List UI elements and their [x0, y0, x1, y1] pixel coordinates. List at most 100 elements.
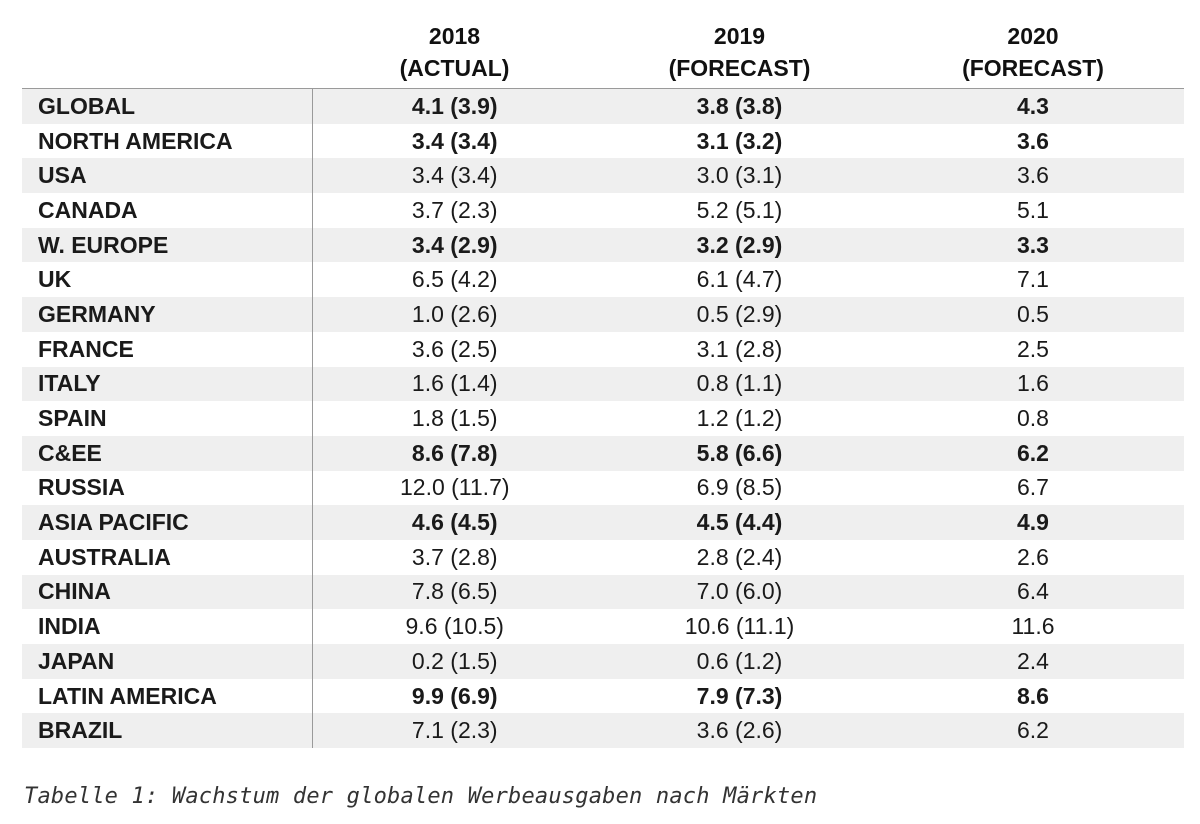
value-2020-cell: 3.6: [882, 158, 1184, 194]
ad-spend-growth-table: 2018 (ACTUAL) 2019 (FORECAST) 2020 (FORE…: [22, 18, 1184, 749]
region-cell: LATIN AMERICA: [22, 678, 313, 714]
value-2019-cell: 0.5 (2.9): [597, 297, 882, 332]
value-2019-cell: 3.1 (3.2): [597, 123, 882, 159]
value-2018-cell: 7.8 (6.5): [312, 574, 597, 610]
region-cell: CANADA: [22, 193, 313, 228]
table-row: W. EUROPE 3.4 (2.9) 3.2 (2.9) 3.3: [22, 227, 1184, 263]
value-2018-cell: 4.6 (4.5): [312, 505, 597, 540]
value-2020-cell: 11.6: [882, 609, 1184, 644]
value-2019-cell: 6.1 (4.7): [597, 262, 882, 298]
value-2018-cell: 9.9 (6.9): [312, 678, 597, 714]
value-2019-cell: 3.6 (2.6): [597, 713, 882, 749]
value-2020-cell: 3.3: [882, 227, 1184, 263]
table-header: 2018 (ACTUAL) 2019 (FORECAST) 2020 (FORE…: [22, 18, 1184, 89]
value-2020-cell: 7.1: [882, 262, 1184, 298]
table-row: INDIA 9.6 (10.5) 10.6 (11.1) 11.6: [22, 609, 1184, 644]
region-cell: INDIA: [22, 609, 313, 644]
header-label: (FORECAST): [962, 55, 1104, 81]
table-row: CHINA 7.8 (6.5) 7.0 (6.0) 6.4: [22, 574, 1184, 610]
value-2018-cell: 6.5 (4.2): [312, 262, 597, 298]
header-year: 2019: [713, 23, 766, 49]
value-2018-cell: 9.6 (10.5): [312, 609, 597, 644]
region-cell: JAPAN: [22, 644, 313, 679]
table-row: UK 6.5 (4.2) 6.1 (4.7) 7.1: [22, 262, 1184, 298]
header-2019: 2019 (FORECAST): [597, 18, 882, 89]
table-row: FRANCE 3.6 (2.5) 3.1 (2.8) 2.5: [22, 331, 1184, 367]
value-2019-cell: 0.8 (1.1): [597, 366, 882, 402]
value-2019-cell: 3.2 (2.9): [597, 227, 882, 263]
value-2019-cell: 1.2 (1.2): [597, 401, 882, 436]
value-2018-cell: 12.0 (11.7): [312, 470, 597, 506]
table-row: USA 3.4 (3.4) 3.0 (3.1) 3.6: [22, 158, 1184, 194]
value-2019-cell: 5.2 (5.1): [597, 193, 882, 228]
header-row: 2018 (ACTUAL) 2019 (FORECAST) 2020 (FORE…: [22, 18, 1184, 89]
table-row: SPAIN 1.8 (1.5) 1.2 (1.2) 0.8: [22, 401, 1184, 436]
value-2018-cell: 3.7 (2.8): [312, 539, 597, 575]
value-2019-cell: 2.8 (2.4): [597, 539, 882, 575]
value-2020-cell: 5.1: [882, 193, 1184, 228]
value-2020-cell: 1.6: [882, 366, 1184, 402]
region-cell: FRANCE: [22, 331, 313, 367]
region-cell: GLOBAL: [22, 88, 313, 124]
header-label: (FORECAST): [668, 55, 811, 81]
value-2020-cell: 6.4: [882, 574, 1184, 610]
table-row: AUSTRALIA 3.7 (2.8) 2.8 (2.4) 2.6: [22, 539, 1184, 575]
value-2020-cell: 4.9: [882, 505, 1184, 540]
value-2018-cell: 1.6 (1.4): [312, 366, 597, 402]
value-2020-cell: 6.2: [882, 435, 1184, 471]
value-2018-cell: 3.4 (3.4): [312, 123, 597, 159]
region-cell: NORTH AMERICA: [22, 123, 313, 159]
value-2019-cell: 4.5 (4.4): [597, 505, 882, 540]
header-2018: 2018 (ACTUAL): [312, 18, 597, 89]
value-2018-cell: 7.1 (2.3): [312, 713, 597, 749]
value-2018-cell: 3.4 (3.4): [312, 158, 597, 194]
value-2019-cell: 3.1 (2.8): [597, 331, 882, 367]
value-2020-cell: 2.6: [882, 539, 1184, 575]
region-cell: W. EUROPE: [22, 227, 313, 263]
value-2018-cell: 4.1 (3.9): [312, 88, 597, 124]
value-2019-cell: 3.8 (3.8): [597, 88, 882, 124]
value-2020-cell: 8.6: [882, 678, 1184, 714]
table-row: CANADA 3.7 (2.3) 5.2 (5.1) 5.1: [22, 193, 1184, 228]
table-row: RUSSIA 12.0 (11.7) 6.9 (8.5) 6.7: [22, 470, 1184, 506]
value-2019-cell: 0.6 (1.2): [597, 644, 882, 679]
value-2020-cell: 6.2: [882, 713, 1184, 749]
table-row: GLOBAL 4.1 (3.9) 3.8 (3.8) 4.3: [22, 88, 1184, 124]
table-row: ASIA PACIFIC 4.6 (4.5) 4.5 (4.4) 4.9: [22, 505, 1184, 540]
value-2019-cell: 7.0 (6.0): [597, 574, 882, 610]
table-row: ITALY 1.6 (1.4) 0.8 (1.1) 1.6: [22, 366, 1184, 402]
value-2018-cell: 3.7 (2.3): [312, 193, 597, 228]
table-row: JAPAN 0.2 (1.5) 0.6 (1.2) 2.4: [22, 644, 1184, 679]
value-2018-cell: 0.2 (1.5): [312, 644, 597, 679]
value-2020-cell: 0.5: [882, 297, 1184, 332]
region-cell: RUSSIA: [22, 470, 313, 506]
region-cell: ASIA PACIFIC: [22, 505, 313, 540]
ad-spend-table-container: 2018 (ACTUAL) 2019 (FORECAST) 2020 (FORE…: [22, 18, 1184, 749]
region-cell: GERMANY: [22, 297, 313, 332]
table-row: BRAZIL 7.1 (2.3) 3.6 (2.6) 6.2: [22, 713, 1184, 749]
value-2020-cell: 0.8: [882, 401, 1184, 436]
region-cell: C&EE: [22, 435, 313, 471]
value-2019-cell: 10.6 (11.1): [597, 609, 882, 644]
region-cell: USA: [22, 158, 313, 194]
region-cell: SPAIN: [22, 401, 313, 436]
value-2018-cell: 8.6 (7.8): [312, 435, 597, 471]
value-2019-cell: 7.9 (7.3): [597, 678, 882, 714]
table-row: C&EE 8.6 (7.8) 5.8 (6.6) 6.2: [22, 435, 1184, 471]
header-year: 2018: [428, 23, 481, 49]
table-caption: Tabelle 1: Wachstum der globalen Werbeau…: [24, 784, 818, 809]
value-2018-cell: 3.6 (2.5): [312, 331, 597, 367]
region-cell: ITALY: [22, 366, 313, 402]
table-row: NORTH AMERICA 3.4 (3.4) 3.1 (3.2) 3.6: [22, 123, 1184, 159]
header-label: (ACTUAL): [399, 55, 510, 81]
header-year: 2020: [1007, 23, 1059, 49]
value-2020-cell: 3.6: [882, 123, 1184, 159]
value-2020-cell: 2.5: [882, 331, 1184, 367]
table-body: GLOBAL 4.1 (3.9) 3.8 (3.8) 4.3 NORTH AMERICA…: [22, 88, 1184, 749]
region-cell: CHINA: [22, 574, 313, 610]
value-2020-cell: 2.4: [882, 644, 1184, 679]
region-cell: BRAZIL: [22, 713, 313, 749]
value-2020-cell: 6.7: [882, 470, 1184, 506]
region-cell: AUSTRALIA: [22, 539, 313, 575]
table-row: LATIN AMERICA 9.9 (6.9) 7.9 (7.3) 8.6: [22, 678, 1184, 714]
